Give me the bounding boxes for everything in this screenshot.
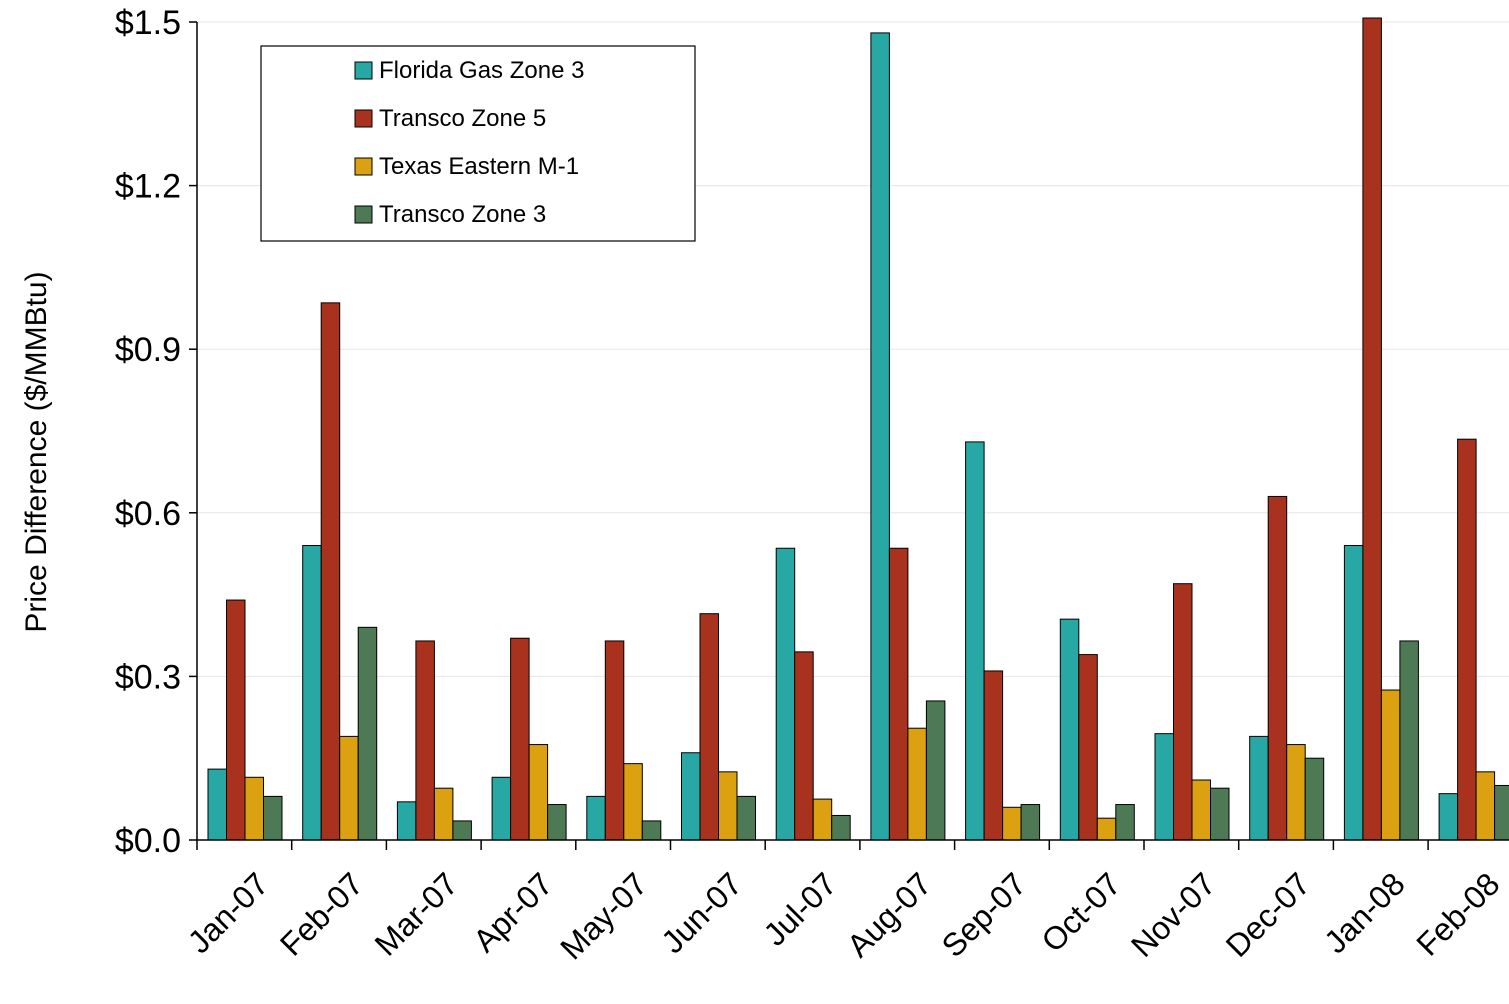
bar bbox=[1191, 779, 1211, 841]
bar bbox=[1115, 804, 1135, 841]
bar bbox=[604, 640, 625, 841]
bar bbox=[641, 820, 662, 841]
x-tick-label: Aug-07 bbox=[840, 866, 938, 964]
y-tick-label: $0.3 bbox=[115, 658, 181, 696]
x-tick-label: Mar-07 bbox=[368, 866, 465, 963]
x-tick-label: Jan-07 bbox=[181, 866, 276, 961]
bar bbox=[586, 795, 606, 841]
legend-box bbox=[260, 45, 696, 242]
bar bbox=[357, 626, 378, 841]
bar bbox=[433, 787, 454, 841]
bar bbox=[623, 763, 643, 841]
y-tick-label: $0.9 bbox=[115, 331, 181, 369]
bar bbox=[699, 613, 719, 841]
bar bbox=[812, 798, 833, 841]
bar bbox=[1438, 793, 1459, 841]
x-tick-label: May-07 bbox=[553, 866, 654, 967]
legend-swatch bbox=[354, 61, 373, 80]
x-tick-label: Jul-07 bbox=[757, 866, 844, 953]
legend-label: Texas Eastern M-1 bbox=[379, 153, 579, 180]
bar bbox=[244, 776, 264, 841]
bar bbox=[1380, 689, 1401, 841]
bar bbox=[1154, 733, 1174, 841]
bar bbox=[302, 545, 322, 841]
x-tick-label: Jun-07 bbox=[654, 866, 749, 961]
bar bbox=[491, 776, 512, 841]
bar bbox=[870, 32, 890, 841]
legend-swatch bbox=[354, 109, 373, 128]
y-tick-label: $0.6 bbox=[115, 495, 181, 533]
bar bbox=[1059, 618, 1080, 841]
x-tick-label: Dec-07 bbox=[1219, 866, 1317, 964]
bar bbox=[452, 820, 472, 841]
bar bbox=[775, 547, 796, 841]
bar bbox=[1210, 787, 1230, 841]
bar bbox=[1475, 771, 1496, 841]
bar bbox=[983, 670, 1004, 841]
x-tick-label: Nov-07 bbox=[1124, 866, 1222, 964]
legend-label: Transco Zone 3 bbox=[379, 201, 546, 228]
x-tick-label: Feb-08 bbox=[1409, 866, 1506, 963]
bar bbox=[1002, 806, 1022, 841]
legend: Florida Gas Zone 3 Transco Zone 5 Texas Ea… bbox=[260, 45, 696, 242]
bar bbox=[681, 752, 701, 841]
bar bbox=[263, 795, 283, 841]
bar bbox=[1362, 17, 1382, 841]
bar bbox=[226, 599, 246, 841]
bar bbox=[718, 771, 738, 841]
y-tick-label: $0.0 bbox=[115, 822, 181, 860]
bar bbox=[1457, 438, 1477, 841]
x-tick-label: Feb-07 bbox=[273, 866, 370, 963]
bar bbox=[1399, 640, 1419, 841]
bar bbox=[415, 640, 435, 841]
bar bbox=[1286, 744, 1306, 841]
legend-label: Transco Zone 5 bbox=[379, 105, 546, 132]
bars bbox=[207, 17, 1509, 841]
bar bbox=[547, 804, 567, 841]
bar bbox=[1078, 654, 1098, 841]
legend-swatch bbox=[354, 205, 373, 224]
bar bbox=[1249, 735, 1269, 841]
bar bbox=[965, 441, 985, 841]
bar bbox=[339, 735, 359, 841]
x-tick-label: Oct-07 bbox=[1034, 866, 1127, 959]
x-tick-label: Sep-07 bbox=[935, 866, 1033, 964]
bar bbox=[1494, 784, 1509, 841]
bar bbox=[396, 801, 417, 841]
bar bbox=[888, 547, 909, 841]
bar bbox=[1343, 545, 1364, 841]
bar bbox=[794, 651, 814, 841]
bar bbox=[1267, 495, 1288, 841]
legend-swatch bbox=[354, 157, 373, 176]
x-tick-label: Apr-07 bbox=[466, 866, 559, 959]
bar bbox=[1173, 583, 1193, 841]
bar bbox=[736, 795, 756, 841]
y-tick-label: $1.2 bbox=[115, 168, 181, 206]
legend-label: Florida Gas Zone 3 bbox=[379, 57, 584, 84]
bar bbox=[1304, 757, 1325, 841]
bar bbox=[831, 814, 851, 841]
bar bbox=[320, 302, 341, 841]
y-tick-labels: $0.0 $0.3 $0.6 $0.9 $1.2 $1.5 bbox=[115, 4, 181, 860]
axes bbox=[196, 22, 1509, 841]
y-tick-label: $1.5 bbox=[115, 4, 181, 42]
bar bbox=[510, 637, 530, 841]
bar bbox=[925, 700, 946, 841]
bar bbox=[207, 768, 227, 841]
bar bbox=[1096, 817, 1117, 841]
y-axis-label: Price Difference ($/MMBtu) bbox=[20, 271, 53, 632]
bar bbox=[528, 744, 549, 841]
bar bbox=[1020, 804, 1041, 841]
bar bbox=[907, 727, 927, 841]
x-tick-label: Jan-08 bbox=[1317, 866, 1412, 961]
